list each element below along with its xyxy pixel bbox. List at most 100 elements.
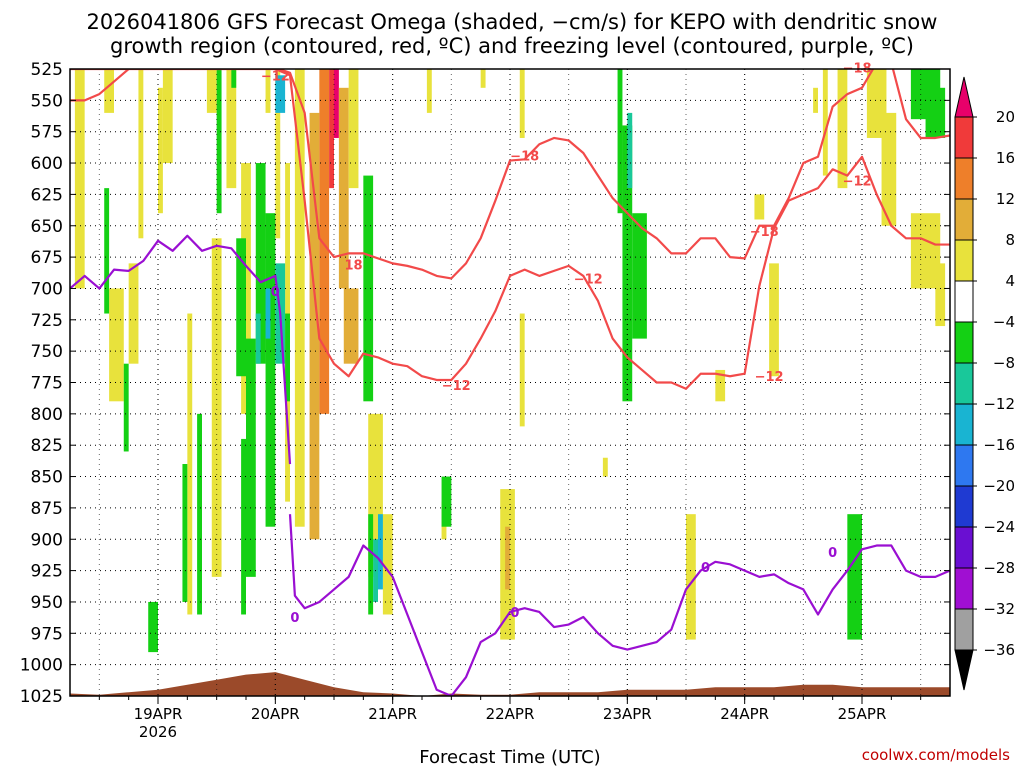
contour-label: −12 (574, 272, 603, 287)
omega-patch (138, 69, 144, 239)
terrain-fill (70, 672, 950, 696)
omega-patch (505, 526, 510, 590)
omega-patch (285, 313, 290, 402)
omega-patch (182, 464, 188, 602)
contour-label: −12 (261, 69, 290, 84)
x-tick-label: 20APR (251, 705, 300, 723)
omega-patch (382, 514, 393, 615)
omega-shading (74, 69, 946, 653)
omega-patch (319, 69, 330, 414)
colorbar-label: −16 (983, 436, 1015, 454)
omega-patch (123, 363, 129, 452)
y-tick-label: 800 (31, 405, 63, 425)
y-tick-label: 575 (31, 123, 63, 143)
omega-patch (847, 514, 862, 640)
contour-line (70, 69, 950, 390)
contour-label: 0 (510, 606, 519, 621)
omega-patch (480, 69, 486, 88)
omega-patch (925, 87, 946, 138)
colorbar-label: 4 (1005, 272, 1015, 290)
colorbar-label: 16 (996, 149, 1015, 167)
y-tick-label: 1000 (20, 656, 63, 676)
credit-text: coolwx.com/models (862, 746, 1010, 764)
omega-patch (686, 514, 696, 640)
y-tick-label: 600 (31, 154, 63, 174)
colorbar-label: −20 (983, 477, 1015, 495)
y-tick-label: 700 (31, 279, 63, 299)
contour-label: 18 (345, 259, 363, 274)
omega-patch (622, 125, 633, 402)
colorbar-box (954, 280, 974, 323)
omega-patch (255, 163, 266, 364)
omega-patch (246, 338, 256, 577)
chart-title-line1: 2026041806 GFS Forecast Omega (shaded, −… (87, 10, 938, 34)
y-tick-label: 675 (31, 248, 63, 268)
omega-patch (216, 69, 222, 214)
y-tick-label: 775 (31, 374, 63, 394)
omega-patch (104, 69, 114, 113)
y-tick-label: 975 (31, 624, 63, 644)
x-tick-label: 23APR (603, 705, 652, 723)
colorbar-label: −24 (983, 518, 1015, 536)
omega-patch (211, 238, 222, 577)
omega-patch (236, 238, 246, 377)
colorbar-box (954, 567, 974, 610)
omega-patch (822, 69, 828, 176)
colorbar-label: −12 (983, 395, 1015, 413)
omega-patch (334, 69, 339, 138)
colorbar-box (954, 239, 974, 282)
omega-patch (754, 194, 765, 220)
omega-patch (519, 69, 525, 138)
y-axis-ticks: 525 550 575 600 625 650 675 700 725 750 775 800 825 8… (20, 60, 950, 707)
colorbar-box (954, 608, 974, 651)
omega-patch (627, 112, 633, 189)
x-tick-label: 21APR (368, 705, 417, 723)
omega-patch (226, 69, 237, 189)
contour-label: 0 (290, 611, 299, 626)
y-tick-label: 950 (31, 593, 63, 613)
omega-patch (128, 263, 139, 364)
omega-patch (602, 457, 608, 477)
colorbar-bottom-cap (954, 649, 974, 691)
x-tick-label: 25APR (838, 705, 887, 723)
y-tick-label: 825 (31, 436, 63, 456)
contour-label: −18 (510, 150, 539, 165)
colorbar-label: −4 (993, 313, 1015, 331)
omega-patch (265, 69, 271, 113)
omega-patch (348, 69, 359, 189)
y-tick-label: 725 (31, 311, 63, 331)
x-tick-label: 24APR (720, 705, 769, 723)
contour-line (70, 234, 292, 465)
y-tick-label: 850 (31, 468, 63, 488)
omega-patch (769, 263, 779, 377)
omega-patch (74, 69, 85, 289)
omega-patch (255, 313, 261, 364)
colorbar-box (954, 321, 974, 364)
colorbar-box (954, 198, 974, 241)
colorbar-label: 8 (1005, 231, 1015, 249)
y-tick-label: 900 (31, 530, 63, 550)
y-tick-label: 525 (31, 60, 63, 80)
colorbar-label: −32 (983, 600, 1015, 618)
y-tick-label: 625 (31, 185, 63, 205)
omega-patch (837, 69, 848, 189)
omega-patch (368, 514, 374, 615)
omega-patch (309, 112, 320, 540)
omega-patch (104, 188, 110, 314)
colorbar-label: 20 (996, 108, 1015, 126)
colorbar-label: −28 (983, 559, 1015, 577)
x-tick-sublabel: 2026 (139, 723, 177, 741)
colorbar-box (954, 362, 974, 405)
omega-patch (519, 313, 525, 427)
omega-patch (329, 69, 334, 189)
omega-patch (109, 288, 124, 402)
terrain-area (70, 672, 950, 696)
contour-label: 0 (701, 561, 710, 576)
omega-patch (158, 87, 163, 214)
x-tick-label: 22APR (486, 705, 535, 723)
omega-patch (617, 69, 623, 214)
omega-patch (294, 69, 305, 527)
colorbar-box (954, 526, 974, 569)
